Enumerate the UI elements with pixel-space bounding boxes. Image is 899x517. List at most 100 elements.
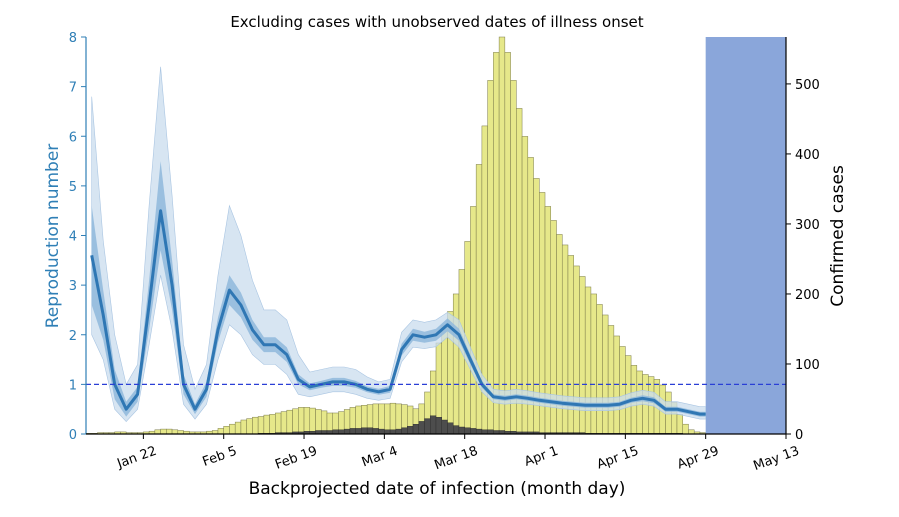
case-bar [584, 286, 592, 435]
case-bar [303, 407, 311, 435]
case-bar [682, 423, 689, 435]
unobserved-bar [361, 427, 368, 435]
case-bar [498, 36, 506, 435]
case-bar [596, 304, 603, 435]
unobserved-bar [418, 421, 425, 435]
case-bar [154, 429, 161, 435]
case-bar [171, 429, 179, 435]
unobserved-bar [481, 429, 488, 435]
unobserved-bar [487, 429, 494, 435]
unobserved-bar [366, 427, 374, 435]
case-bar [590, 293, 597, 435]
case-bar [292, 408, 299, 435]
case-bar [240, 419, 247, 435]
x-tick-label: Mar 18 [432, 444, 480, 474]
right-axis-ticks: 0 100 200 300 400 500 [786, 78, 820, 443]
case-bar [493, 52, 500, 435]
case-bar [160, 428, 167, 435]
case-bar [389, 402, 397, 435]
case-bar [475, 164, 483, 435]
unobserved-bar [407, 426, 414, 435]
left-tick-label: 8 [69, 31, 77, 46]
unobserved-bar [389, 429, 397, 435]
case-bar [298, 407, 305, 435]
reproduction-number-line [90, 209, 706, 416]
x-tick-label: Feb 19 [273, 444, 319, 473]
case-bar [510, 80, 517, 435]
unobserved-bar [430, 415, 437, 435]
x-axis-ticks: Jan 22 Feb 5 Feb 19 Mar 4 Mar 18 Apr 1 Apr 15 A… [114, 434, 801, 474]
case-bar [487, 80, 494, 435]
case-bar [223, 426, 230, 435]
unobserved-bar [344, 428, 351, 435]
unobserved-bar [338, 429, 345, 435]
case-bar [521, 136, 529, 435]
right-axis-label: Confirmed cases [828, 165, 848, 307]
x-tick-label: Apr 1 [522, 444, 560, 470]
case-bar [504, 52, 511, 435]
case-bar [516, 108, 523, 435]
x-tick-label: Apr 15 [595, 444, 641, 473]
left-tick-label: 1 [69, 378, 77, 393]
case-bar [246, 418, 253, 435]
unobserved-bar [349, 428, 356, 435]
left-tick-label: 5 [69, 180, 77, 195]
unobserved-bar [475, 428, 483, 435]
right-tick-label: 100 [795, 358, 820, 373]
x-tick-label: Feb 5 [201, 444, 239, 470]
chart-title: Excluding cases with unobserved dates of… [230, 13, 643, 31]
case-bar [452, 293, 460, 435]
case-bar [280, 411, 288, 435]
case-bar [470, 206, 477, 435]
ci95-band [91, 66, 707, 423]
left-tick-label: 0 [69, 428, 77, 443]
unobserved-bar [441, 419, 448, 435]
left-tick-label: 3 [69, 279, 77, 294]
left-tick-label: 2 [69, 329, 77, 344]
case-bar [286, 409, 293, 435]
case-bar [384, 403, 391, 435]
case-bar [269, 414, 276, 435]
x-tick-label: Apr 29 [675, 444, 721, 473]
left-axis-ticks: 0 1 2 3 4 5 6 7 8 [69, 31, 86, 443]
case-bar [619, 346, 626, 435]
right-tick-label: 500 [795, 78, 820, 93]
case-bar [263, 414, 270, 435]
unobserved-bar [332, 429, 339, 435]
left-tick-label: 6 [69, 130, 77, 145]
unobserved-bar [395, 428, 402, 435]
case-bar [252, 416, 259, 435]
left-tick-label: 4 [69, 230, 77, 245]
x-axis-label: Backprojected date of infection (month d… [249, 479, 626, 499]
right-tick-label: 400 [795, 148, 820, 163]
right-tick-label: 300 [795, 218, 820, 233]
case-bar [309, 407, 316, 435]
unobserved-bar [424, 418, 431, 435]
right-tick-label: 200 [795, 288, 820, 303]
left-tick-label: 7 [69, 81, 77, 96]
unobserved-bar [401, 427, 408, 435]
shaded-region [705, 37, 786, 434]
case-bar [607, 325, 615, 435]
case-bar [688, 429, 695, 435]
unobserved-bar [378, 428, 385, 435]
case-bar [234, 421, 242, 435]
case-bar [676, 414, 683, 435]
x-tick-label: Mar 4 [360, 444, 400, 471]
right-tick-label: 0 [795, 428, 803, 443]
case-bar [275, 412, 282, 435]
unobserved-bar [453, 425, 460, 435]
unobserved-bar [384, 429, 391, 435]
unobserved-bar [372, 428, 379, 435]
unobserved-bar [458, 426, 465, 435]
unobserved-bar [447, 422, 454, 435]
unobserved-bar [355, 428, 362, 435]
case-bar [217, 428, 224, 435]
unobserved-bar [470, 428, 477, 435]
unobserved-bar [412, 424, 419, 435]
left-axis-label: Reproduction number [43, 144, 63, 329]
case-bar [229, 423, 236, 435]
case-bar [166, 428, 173, 435]
case-bar [441, 325, 448, 435]
